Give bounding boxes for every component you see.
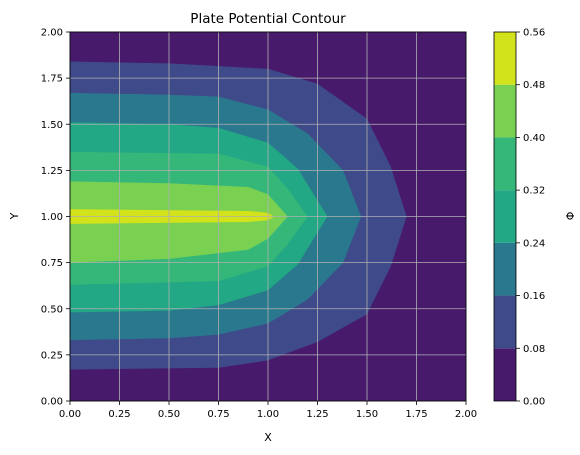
colorbar-segment (494, 348, 516, 401)
colorbar-frame (493, 31, 517, 402)
x-tick-label: 0.00 (59, 409, 81, 420)
y-tick-label: 0.25 (41, 350, 63, 361)
y-tick-label: 0.50 (41, 304, 63, 315)
x-axis: 0.00 0.25 0.50 0.75 1.00 1.25 1.50 1.75 2.00 (59, 401, 477, 420)
y-tick-label: 1.50 (41, 120, 63, 131)
colorbar-tick-label: 0.24 (523, 238, 545, 249)
chart-title: Plate Potential Contour (190, 11, 346, 27)
colorbar-segment (494, 295, 516, 349)
x-tick-label: 0.50 (158, 409, 180, 420)
colorbar-tick-label: 0.40 (523, 133, 545, 144)
plot-area (69, 31, 467, 402)
y-tick-label: 1.00 (41, 212, 63, 223)
y-axis: 0.00 0.25 0.50 0.75 1.00 1.25 1.50 1.75 2.00 (41, 28, 70, 408)
colorbar-tick-label: 0.00 (523, 397, 545, 408)
x-tick-label: 0.25 (108, 409, 130, 420)
y-tick-label: 2.00 (41, 28, 63, 39)
colorbar-segment (494, 190, 516, 243)
colorbar-label: Φ (563, 212, 576, 221)
x-tick-label: 0.75 (207, 409, 229, 420)
x-tick-label: 1.50 (356, 409, 378, 420)
x-tick-label: 1.00 (257, 409, 279, 420)
y-tick-label: 1.25 (41, 166, 63, 177)
colorbar-tick-label: 0.48 (523, 80, 545, 91)
colorbar-tick-label: 0.08 (523, 344, 545, 355)
colorbar-tick-label: 0.56 (523, 28, 545, 39)
colorbar-segment (494, 32, 516, 85)
y-axis-label: Y (8, 212, 21, 220)
contour-fills (70, 61, 407, 370)
y-tick-label: 0.75 (41, 258, 63, 269)
x-axis-label: X (264, 431, 272, 444)
x-tick-label: 1.25 (306, 409, 328, 420)
x-tick-label: 2.00 (455, 409, 477, 420)
y-tick-label: 1.75 (41, 74, 63, 85)
colorbar-segment (494, 137, 516, 191)
y-tick-label: 0.00 (41, 397, 63, 408)
colorbar-segment (494, 84, 516, 138)
colorbar-segment (494, 242, 516, 296)
colorbar-tick-label: 0.32 (523, 186, 545, 197)
colorbar: 0.00 0.08 0.16 0.24 0.32 0.40 0.48 0.56 (493, 28, 545, 408)
colorbar-tick-label: 0.16 (523, 291, 545, 302)
x-tick-label: 1.75 (405, 409, 427, 420)
